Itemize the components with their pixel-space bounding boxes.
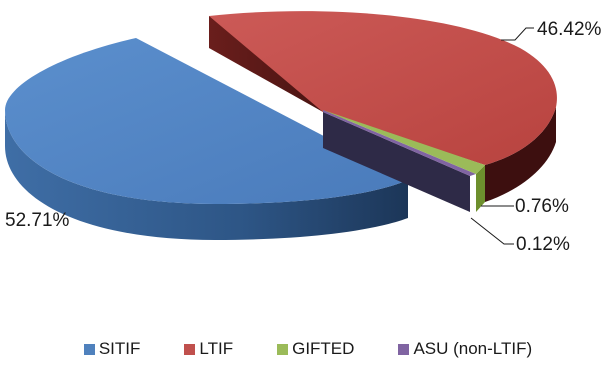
legend-swatch-sitif <box>83 343 95 355</box>
legend-item-asu: ASU (non-LTIF) <box>398 339 532 359</box>
slice-asu <box>323 112 470 212</box>
slice-ltif-side <box>485 107 556 202</box>
legend-swatch-gifted <box>277 343 289 355</box>
legend-label-gifted: GIFTED <box>292 339 355 358</box>
legend-item-sitif: SITIF <box>83 339 141 359</box>
legend-swatch-ltif <box>184 343 196 355</box>
data-label-sitif: 52.71% <box>5 210 70 231</box>
slice-sitif-top <box>5 38 408 204</box>
slice-gifted-top <box>323 110 485 174</box>
slice-ltif-top <box>209 11 557 166</box>
legend-item-ltif: LTIF <box>184 339 233 359</box>
slice-gifted <box>476 165 485 212</box>
legend-label-sitif: SITIF <box>98 339 141 358</box>
leader-asu <box>470 217 514 245</box>
legend-item-gifted: GIFTED <box>277 339 354 359</box>
data-label-asu: 0.12% <box>516 234 570 255</box>
data-label-ltif: 46.42% <box>537 19 602 40</box>
data-label-gifted: 0.76% <box>515 196 569 217</box>
leader-ltif <box>501 27 534 41</box>
chart-legend: SITIF LTIF GIFTED ASU (non-LTIF) <box>0 336 616 362</box>
legend-label-ltif: LTIF <box>199 339 234 358</box>
slice-asu-top <box>323 110 476 176</box>
legend-label-asu: ASU (non-LTIF) <box>413 339 533 358</box>
legend-swatch-asu <box>398 343 410 355</box>
slice-sitif-side <box>5 110 408 240</box>
